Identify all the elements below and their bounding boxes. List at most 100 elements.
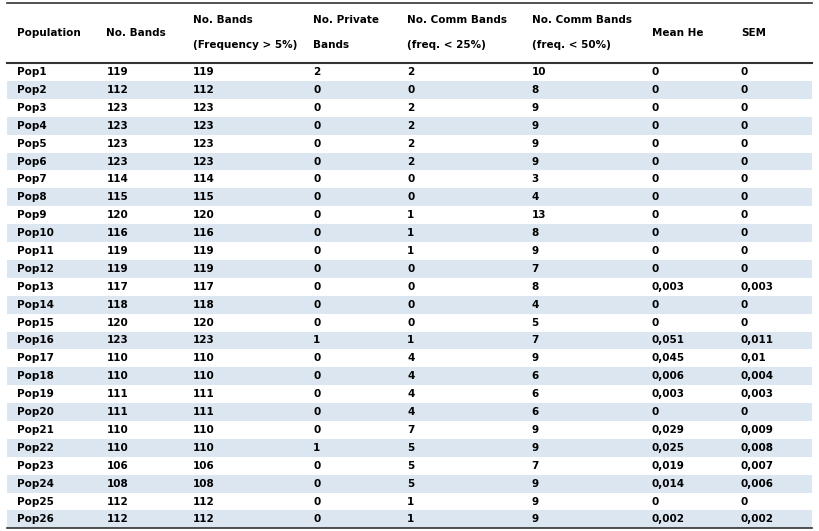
Text: 1: 1: [407, 515, 414, 525]
Text: Pop16: Pop16: [17, 336, 54, 346]
Text: 111: 111: [193, 389, 215, 399]
Text: 0,045: 0,045: [652, 353, 685, 363]
Text: 110: 110: [106, 371, 128, 381]
Text: 123: 123: [193, 336, 215, 346]
Text: 1: 1: [407, 228, 414, 238]
Text: 0: 0: [652, 192, 659, 202]
Text: 0,006: 0,006: [740, 478, 774, 489]
Text: 3: 3: [532, 174, 539, 184]
Text: 7: 7: [532, 336, 539, 346]
Text: 1: 1: [313, 443, 320, 453]
Text: 0: 0: [652, 139, 659, 149]
Text: 0,007: 0,007: [740, 461, 774, 470]
Text: 0: 0: [652, 67, 659, 77]
Text: 9: 9: [532, 443, 539, 453]
Text: 118: 118: [193, 299, 215, 310]
Text: 117: 117: [193, 282, 215, 292]
Bar: [7, 314, 812, 331]
Bar: [7, 421, 812, 439]
Text: 119: 119: [193, 246, 215, 256]
Text: No. Comm Bands: No. Comm Bands: [407, 14, 507, 24]
Text: 0,008: 0,008: [740, 443, 774, 453]
Text: 0: 0: [313, 478, 320, 489]
Text: 110: 110: [193, 425, 215, 435]
Text: Pop9: Pop9: [17, 210, 47, 220]
Text: 0: 0: [407, 299, 414, 310]
Text: 0: 0: [652, 264, 659, 274]
Text: 9: 9: [532, 139, 539, 149]
Text: 0: 0: [313, 85, 320, 95]
Text: 0,009: 0,009: [740, 425, 774, 435]
Text: 9: 9: [532, 353, 539, 363]
Text: 120: 120: [106, 210, 128, 220]
Text: 112: 112: [193, 515, 215, 525]
Text: 4: 4: [532, 192, 539, 202]
Text: 0: 0: [740, 318, 748, 328]
Text: 0: 0: [652, 121, 659, 131]
Bar: [7, 349, 812, 367]
Text: 1: 1: [407, 246, 414, 256]
Text: 0: 0: [313, 192, 320, 202]
Text: 0: 0: [313, 371, 320, 381]
Text: 9: 9: [532, 121, 539, 131]
Text: 0: 0: [313, 282, 320, 292]
Text: 0,003: 0,003: [652, 389, 685, 399]
Text: 0,011: 0,011: [740, 336, 774, 346]
Text: 0: 0: [313, 515, 320, 525]
Text: 106: 106: [193, 461, 215, 470]
Text: 1: 1: [407, 336, 414, 346]
Text: 9: 9: [532, 515, 539, 525]
Text: 4: 4: [532, 299, 539, 310]
Text: 114: 114: [106, 174, 129, 184]
Text: 9: 9: [532, 103, 539, 113]
Text: 0,051: 0,051: [652, 336, 685, 346]
Text: 0: 0: [313, 174, 320, 184]
Text: 0: 0: [740, 496, 748, 507]
Text: 120: 120: [193, 210, 215, 220]
Text: 0: 0: [313, 353, 320, 363]
Bar: [7, 3, 812, 63]
Text: 5: 5: [532, 318, 539, 328]
Text: 0: 0: [407, 318, 414, 328]
Text: 123: 123: [193, 121, 215, 131]
Text: 0,01: 0,01: [740, 353, 767, 363]
Text: Pop18: Pop18: [17, 371, 54, 381]
Text: 0,006: 0,006: [652, 371, 685, 381]
Text: 0: 0: [740, 174, 748, 184]
Text: 5: 5: [407, 443, 414, 453]
Text: 0: 0: [313, 425, 320, 435]
Text: Pop13: Pop13: [17, 282, 54, 292]
Text: 0,003: 0,003: [740, 282, 774, 292]
Text: 116: 116: [106, 228, 128, 238]
Text: 4: 4: [407, 389, 414, 399]
Bar: [7, 242, 812, 260]
Text: 13: 13: [532, 210, 546, 220]
Text: 0: 0: [313, 461, 320, 470]
Text: 0: 0: [652, 299, 659, 310]
Text: 0,002: 0,002: [652, 515, 685, 525]
Text: 111: 111: [193, 407, 215, 417]
Text: 2: 2: [407, 139, 414, 149]
Text: 115: 115: [106, 192, 128, 202]
Text: 10: 10: [532, 67, 546, 77]
Text: 119: 119: [106, 67, 128, 77]
Text: 120: 120: [106, 318, 128, 328]
Text: 9: 9: [532, 425, 539, 435]
Text: 116: 116: [193, 228, 215, 238]
Text: 111: 111: [106, 389, 128, 399]
Text: 7: 7: [407, 425, 414, 435]
Text: Pop21: Pop21: [17, 425, 54, 435]
Bar: [7, 403, 812, 421]
Text: 119: 119: [193, 264, 215, 274]
Text: 0: 0: [313, 139, 320, 149]
Text: Pop15: Pop15: [17, 318, 54, 328]
Text: 0: 0: [740, 264, 748, 274]
Bar: [7, 117, 812, 135]
Text: Pop26: Pop26: [17, 515, 54, 525]
Text: Pop20: Pop20: [17, 407, 54, 417]
Text: Pop1: Pop1: [17, 67, 47, 77]
Text: 1: 1: [407, 210, 414, 220]
Text: (Frequency > 5%): (Frequency > 5%): [193, 40, 297, 50]
Text: 0: 0: [740, 210, 748, 220]
Text: SEM: SEM: [740, 28, 766, 38]
